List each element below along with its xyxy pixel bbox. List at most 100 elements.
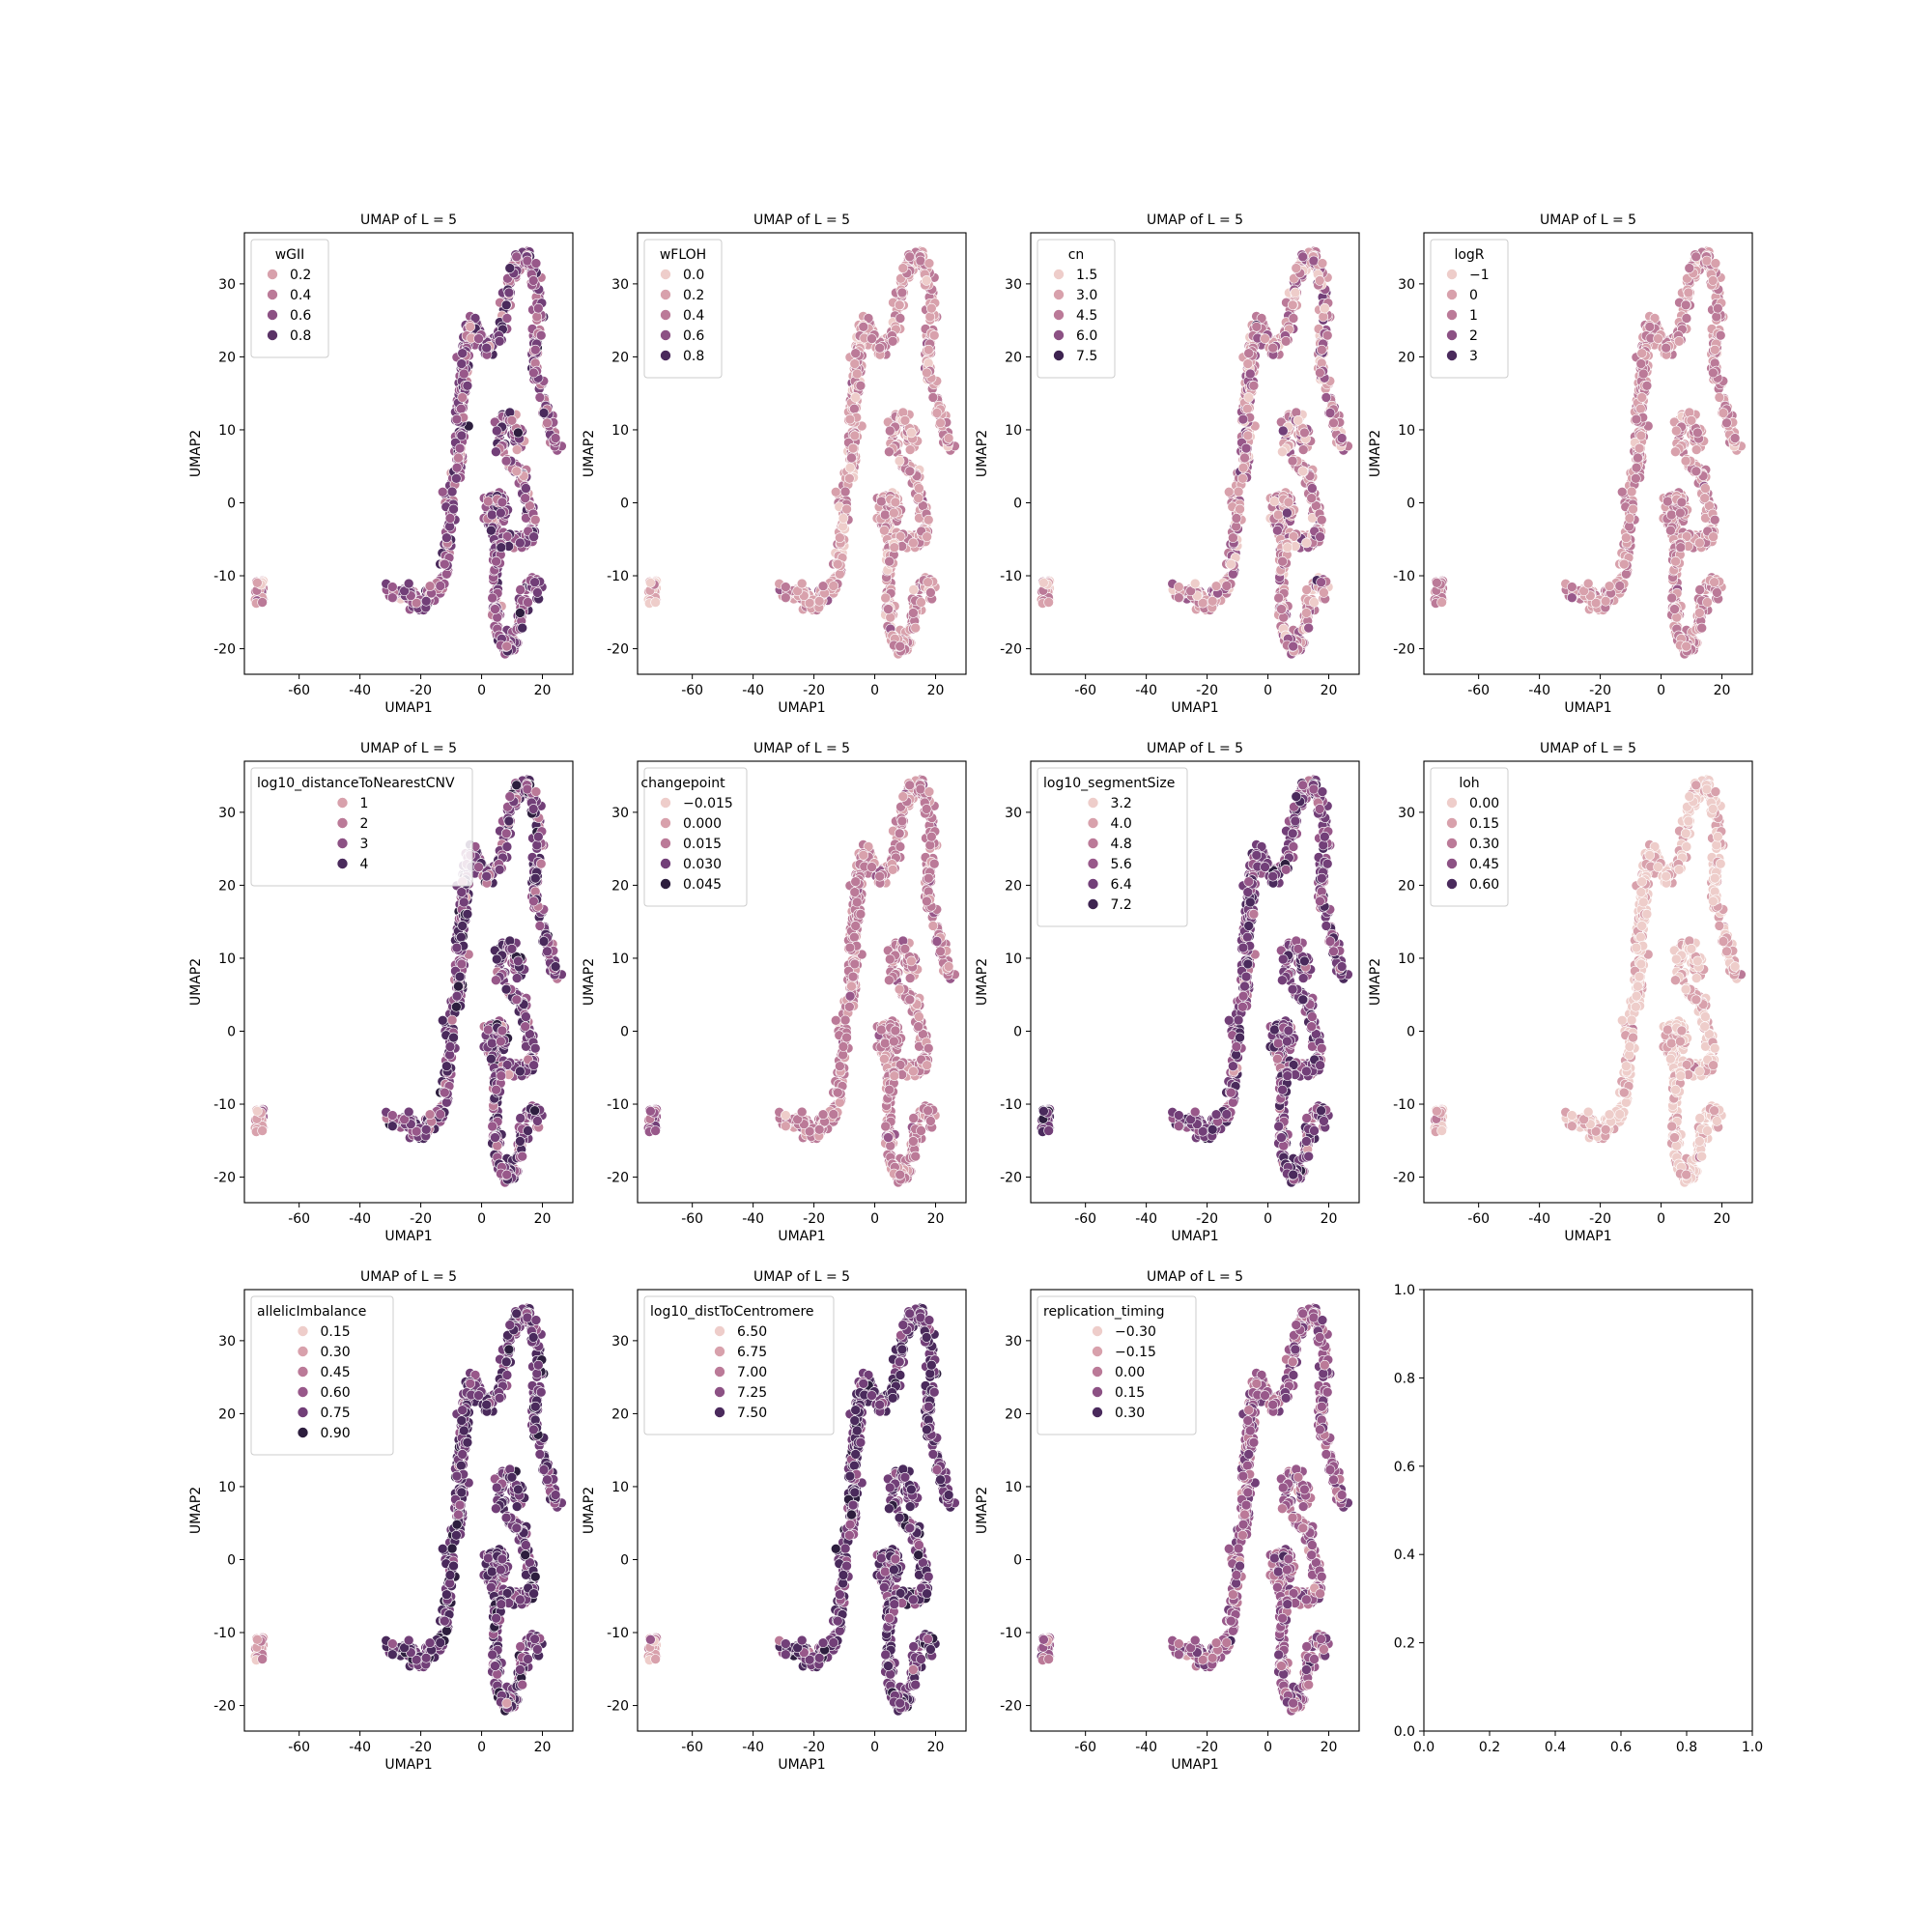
scatter-point <box>1226 558 1236 570</box>
scatter-point <box>1702 597 1713 608</box>
scatter-point <box>511 994 523 1006</box>
scatter-point <box>511 973 523 983</box>
scatter-point <box>486 1037 497 1049</box>
legend-entry: 0.8 <box>683 349 704 364</box>
scatter-point <box>503 287 515 298</box>
scatter-point <box>530 786 542 797</box>
subplot-title: UMAP of L = 5 <box>1147 213 1243 228</box>
scatter-point <box>1243 392 1254 403</box>
scatter-point <box>846 452 857 464</box>
scatter-point <box>1670 446 1681 458</box>
scatter-point <box>1653 333 1663 344</box>
scatter-point <box>1641 380 1653 391</box>
x-axis-label: UMAP1 <box>778 700 825 716</box>
scatter-point <box>1320 302 1330 314</box>
scatter-point <box>513 427 524 439</box>
scatter-point <box>531 839 543 851</box>
legend-marker <box>1053 309 1065 321</box>
scatter-point <box>841 503 852 515</box>
y-tick-label: 0 <box>1406 496 1415 511</box>
y-tick-label: 10 <box>1398 423 1415 439</box>
scatter-point <box>458 368 469 380</box>
scatter-point <box>796 578 808 589</box>
y-tick-label: -20 <box>1393 642 1415 658</box>
scatter-point <box>411 597 422 609</box>
scatter-point <box>927 392 939 403</box>
scatter-point <box>535 329 547 341</box>
scatter-point <box>481 342 493 354</box>
scatter-point <box>486 1053 497 1065</box>
scatter-point <box>465 321 476 332</box>
y-tick-label: 30 <box>1005 277 1022 293</box>
scatter-point <box>1277 555 1288 567</box>
scatter-point <box>908 537 919 549</box>
scatter-point <box>441 1061 452 1071</box>
scatter-point <box>441 1097 452 1108</box>
scatter-point <box>531 311 543 323</box>
scatter-point <box>1436 597 1447 608</box>
scatter-point <box>1709 577 1719 588</box>
y-tick-label: 0 <box>620 496 629 511</box>
scatter-point <box>844 462 856 473</box>
scatter-point <box>457 921 469 931</box>
scatter-point <box>1267 342 1278 354</box>
x-tick-label: -20 <box>1196 683 1218 698</box>
scatter-point <box>899 414 911 426</box>
y-tick-label: 10 <box>218 423 236 439</box>
scatter-point <box>534 392 546 403</box>
scatter-point <box>496 542 507 554</box>
scatter-point <box>252 577 263 588</box>
scatter-point <box>874 342 886 354</box>
scatter-point <box>1235 503 1245 515</box>
scatter-point <box>496 1036 506 1047</box>
y-tick-label: 10 <box>611 423 629 439</box>
y-tick-label: 20 <box>1398 350 1415 365</box>
scatter-point <box>386 1121 398 1131</box>
legend-entry: 3.0 <box>1076 288 1097 303</box>
scatter-point <box>532 587 543 598</box>
subplot-title: UMAP of L = 5 <box>1540 213 1636 228</box>
scatter-point <box>456 958 468 970</box>
scatter-point <box>894 299 905 311</box>
scatter-point <box>935 417 946 429</box>
scatter-point <box>1694 537 1705 549</box>
scatter-point <box>943 433 954 443</box>
scatter-point <box>904 251 916 263</box>
legend-entry: 0.8 <box>290 328 311 344</box>
x-tick-label: 0 <box>870 683 879 698</box>
scatter-point <box>1315 367 1325 379</box>
scatter-point <box>1309 597 1320 608</box>
scatter-point <box>1621 532 1632 544</box>
scatter-point <box>501 640 513 652</box>
scatter-point <box>446 1014 458 1026</box>
scatter-point <box>914 483 924 494</box>
legend-entry: 3 <box>1469 349 1478 364</box>
scatter-point <box>1635 430 1647 441</box>
scatter-point <box>894 455 905 467</box>
scatter-point <box>424 1109 436 1120</box>
scatter-point <box>922 367 932 379</box>
scatter-point <box>1269 496 1280 507</box>
legend-marker <box>267 289 278 300</box>
scatter-point <box>1631 462 1642 473</box>
scatter-point <box>1221 581 1233 591</box>
scatter-point <box>456 931 467 943</box>
y-tick-label: 20 <box>611 350 629 365</box>
scatter-point <box>521 1011 531 1022</box>
scatter-point <box>1324 408 1336 418</box>
legend-marker <box>1053 289 1065 300</box>
scatter-point <box>1694 608 1705 618</box>
scatter-point <box>1699 493 1710 504</box>
scatter-point <box>1328 417 1339 429</box>
scatter-point <box>1282 507 1293 519</box>
legend-entry: 0.6 <box>290 308 311 324</box>
scatter-point <box>500 455 512 467</box>
x-tick-label: 20 <box>1321 683 1338 698</box>
scatter-point <box>923 577 933 588</box>
scatter-point <box>1239 452 1250 464</box>
scatter-point <box>910 622 922 634</box>
scatter-point <box>890 497 901 508</box>
scatter-point <box>925 587 936 598</box>
scatter-point <box>1686 414 1697 426</box>
scatter-point <box>1297 466 1309 477</box>
